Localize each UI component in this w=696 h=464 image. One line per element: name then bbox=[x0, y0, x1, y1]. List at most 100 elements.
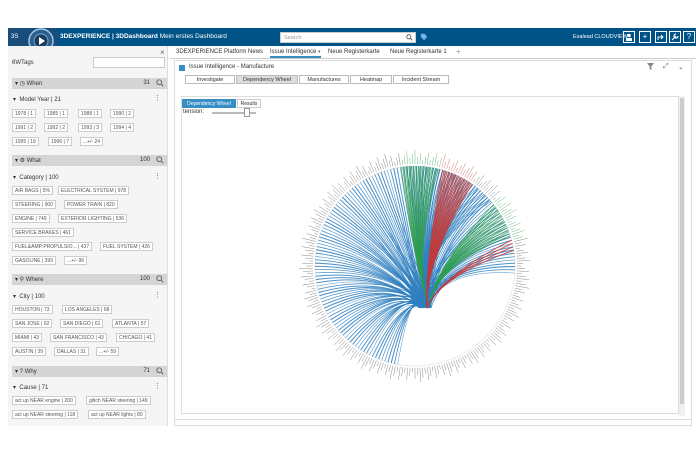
tag-search-input[interactable] bbox=[93, 57, 165, 68]
tag-chip[interactable]: STEERING | 900 bbox=[12, 200, 56, 209]
tension-slider-handle[interactable] bbox=[244, 108, 250, 117]
facet-category[interactable]: ▾ Category | 100 bbox=[13, 175, 59, 181]
section-why[interactable]: ▾ ? Why 71 bbox=[12, 366, 167, 377]
tag-chip[interactable]: DALLAS | 31 bbox=[54, 347, 89, 356]
facet-cause[interactable]: ▾ Cause | 71 bbox=[13, 385, 49, 391]
tag-chip[interactable]: act up NEAR engine | 200 bbox=[12, 396, 76, 405]
search-icon[interactable] bbox=[156, 275, 164, 283]
search-icon[interactable] bbox=[156, 156, 164, 164]
panel-title: 6WTags bbox=[12, 60, 34, 66]
wheel-chord bbox=[337, 201, 420, 308]
more-icon[interactable]: ⋮ bbox=[154, 292, 161, 299]
search-icon[interactable] bbox=[406, 34, 413, 41]
tag-chip[interactable]: FUEL&AMP;PROPULSIO... | 437 bbox=[12, 242, 93, 251]
tag-chip[interactable]: 1995 | 19 bbox=[12, 137, 39, 146]
user-name[interactable]: Exalead CLOUDVIEW bbox=[573, 34, 628, 40]
dependency-wheel-button[interactable]: Dependency Wheel bbox=[182, 99, 236, 108]
help-icon[interactable]: ? bbox=[683, 31, 695, 43]
tag-chip[interactable]: 1978 | 1 bbox=[12, 109, 36, 118]
subtab-dependency-wheel[interactable]: Dependency Wheel bbox=[236, 75, 298, 84]
share-icon[interactable] bbox=[655, 31, 667, 43]
wheel-label-tick bbox=[441, 364, 445, 376]
dependency-wheel[interactable] bbox=[290, 118, 550, 418]
wheel-label-tick bbox=[505, 313, 512, 317]
tag-chip[interactable]: glitch NEAR steering | 149 bbox=[86, 396, 151, 405]
wheel-label-tick bbox=[513, 290, 525, 294]
tag-chip[interactable]: 1991 | 2 bbox=[12, 123, 36, 132]
tag-chip[interactable]: ENGINE | 749 bbox=[12, 214, 50, 223]
tension-label: tension: bbox=[183, 109, 205, 115]
facet-city[interactable]: ▾ City | 100 bbox=[13, 294, 45, 300]
section-when[interactable]: ▾ ◷ When 31 bbox=[12, 78, 167, 89]
tab-new-2[interactable]: Neue Registerkarte 1 bbox=[390, 49, 447, 55]
add-icon[interactable]: + bbox=[639, 31, 651, 43]
wheel-label-tick bbox=[486, 185, 494, 194]
tag-chip[interactable]: 1988 | 1 bbox=[78, 109, 102, 118]
tag-chip[interactable]: 1996 | 7 bbox=[48, 137, 72, 146]
tag-chip[interactable]: 1994 | 4 bbox=[110, 123, 134, 132]
tab-issue-intelligence[interactable]: Issue Intelligence ▾ bbox=[270, 49, 321, 58]
wheel-label-tick bbox=[439, 364, 441, 369]
more-icon[interactable]: ⋮ bbox=[154, 383, 161, 390]
wheel-label-tick bbox=[455, 359, 460, 368]
filter-icon[interactable] bbox=[647, 63, 654, 72]
wheel-label-tick bbox=[326, 207, 330, 211]
tab-new-1[interactable]: Neue Registerkarte bbox=[328, 49, 380, 55]
tag-chip[interactable]: 1990 | 2 bbox=[110, 109, 134, 118]
close-icon[interactable]: × bbox=[160, 48, 165, 57]
facet-model-year[interactable]: ▾ Model Year | 21 bbox=[13, 97, 61, 103]
tools-icon[interactable] bbox=[669, 31, 681, 43]
tag-chip[interactable]: GASOLINE | 399 bbox=[12, 256, 56, 265]
tag-chip[interactable]: SAN DIEGO | 61 bbox=[60, 319, 104, 328]
tag-chip[interactable]: ATLANTA | 57 bbox=[112, 319, 150, 328]
tag-chip[interactable]: AUSTIN | 39 bbox=[12, 347, 46, 356]
tag-chip[interactable]: 1985 | 1 bbox=[44, 109, 68, 118]
tab-platform-news[interactable]: 3DEXPERIENCE Platform News bbox=[176, 49, 264, 55]
wheel-label-tick bbox=[515, 282, 526, 286]
wheel-label-tick bbox=[321, 321, 330, 328]
results-button[interactable]: Results bbox=[237, 99, 261, 108]
more-icon[interactable]: ⋮ bbox=[154, 95, 161, 102]
section-what[interactable]: ▾ ⚙ What 100 bbox=[12, 155, 167, 166]
tag-chip[interactable]: FUEL SYSTEM | 426 bbox=[100, 242, 153, 251]
tag-chip[interactable]: CHICAGO | 41 bbox=[116, 333, 155, 342]
wheel-label-tick bbox=[494, 329, 500, 334]
tension-slider[interactable] bbox=[212, 112, 256, 114]
tag-chip[interactable]: MIAMI | 43 bbox=[12, 333, 43, 342]
subtab-heatmap[interactable]: Heatmap bbox=[350, 75, 392, 84]
tag-chip[interactable]: LOS ANGELES | 68 bbox=[62, 305, 113, 314]
tag-chip[interactable]: SAN FRANCISCO | 43 bbox=[50, 333, 107, 342]
tag-chip[interactable]: act up NEAR lights | 80 bbox=[88, 410, 146, 419]
user-icon[interactable] bbox=[623, 31, 635, 43]
more-tags-chip[interactable]: ...+/- 96 bbox=[64, 256, 88, 265]
more-tags-chip[interactable]: ...+/- 59 bbox=[96, 347, 120, 356]
tag-chip[interactable]: ELECTRICAL SYSTEM | 978 bbox=[58, 186, 130, 195]
tag-chip[interactable]: AIR BAGS | 5% bbox=[12, 186, 53, 195]
fullscreen-icon[interactable]: ⤢ bbox=[663, 63, 669, 70]
tag-chip[interactable]: 1993 | 3 bbox=[78, 123, 102, 132]
wheel-label-tick bbox=[302, 238, 317, 242]
tag-chip[interactable]: POWER TRAIN | 820 bbox=[64, 200, 118, 209]
search-icon[interactable] bbox=[156, 79, 164, 87]
more-icon[interactable]: ⋮ bbox=[154, 173, 161, 180]
brand-title: 3DEXPERIENCE | 3DDashboard Mein erstes D… bbox=[60, 33, 227, 40]
tag-chip[interactable]: SERVICE BRAKES | 461 bbox=[12, 228, 74, 237]
scrollbar-thumb[interactable] bbox=[680, 98, 684, 404]
subtab-manufactures[interactable]: Manufactures bbox=[299, 75, 349, 84]
tag-chip[interactable]: act up NEAR steering | 118 bbox=[12, 410, 79, 419]
search-icon[interactable] bbox=[156, 367, 164, 375]
tag-icon[interactable] bbox=[420, 33, 428, 41]
wheel-label-tick bbox=[305, 241, 316, 245]
chevron-down-icon[interactable]: ⌄ bbox=[678, 64, 684, 71]
subtab-incident-stream[interactable]: Incident Stream bbox=[393, 75, 449, 84]
tag-chip[interactable]: EXTERIOR LIGHTING | 536 bbox=[58, 214, 127, 223]
subtab-investigate[interactable]: Investigate bbox=[185, 75, 235, 84]
section-where[interactable]: ▾ ⚲ Where 100 bbox=[12, 274, 167, 285]
add-tab-icon[interactable]: + bbox=[456, 47, 461, 56]
tag-chip[interactable]: HOUSTON | 73 bbox=[12, 305, 53, 314]
tag-chip[interactable]: 1992 | 2 bbox=[44, 123, 68, 132]
tag-chip[interactable]: SAN JOSE | 62 bbox=[12, 319, 53, 328]
more-tags-chip[interactable]: ...+/- 24 bbox=[80, 137, 104, 146]
search-input[interactable]: Search bbox=[280, 32, 416, 43]
chevron-down-icon[interactable]: ▾ bbox=[318, 49, 321, 55]
